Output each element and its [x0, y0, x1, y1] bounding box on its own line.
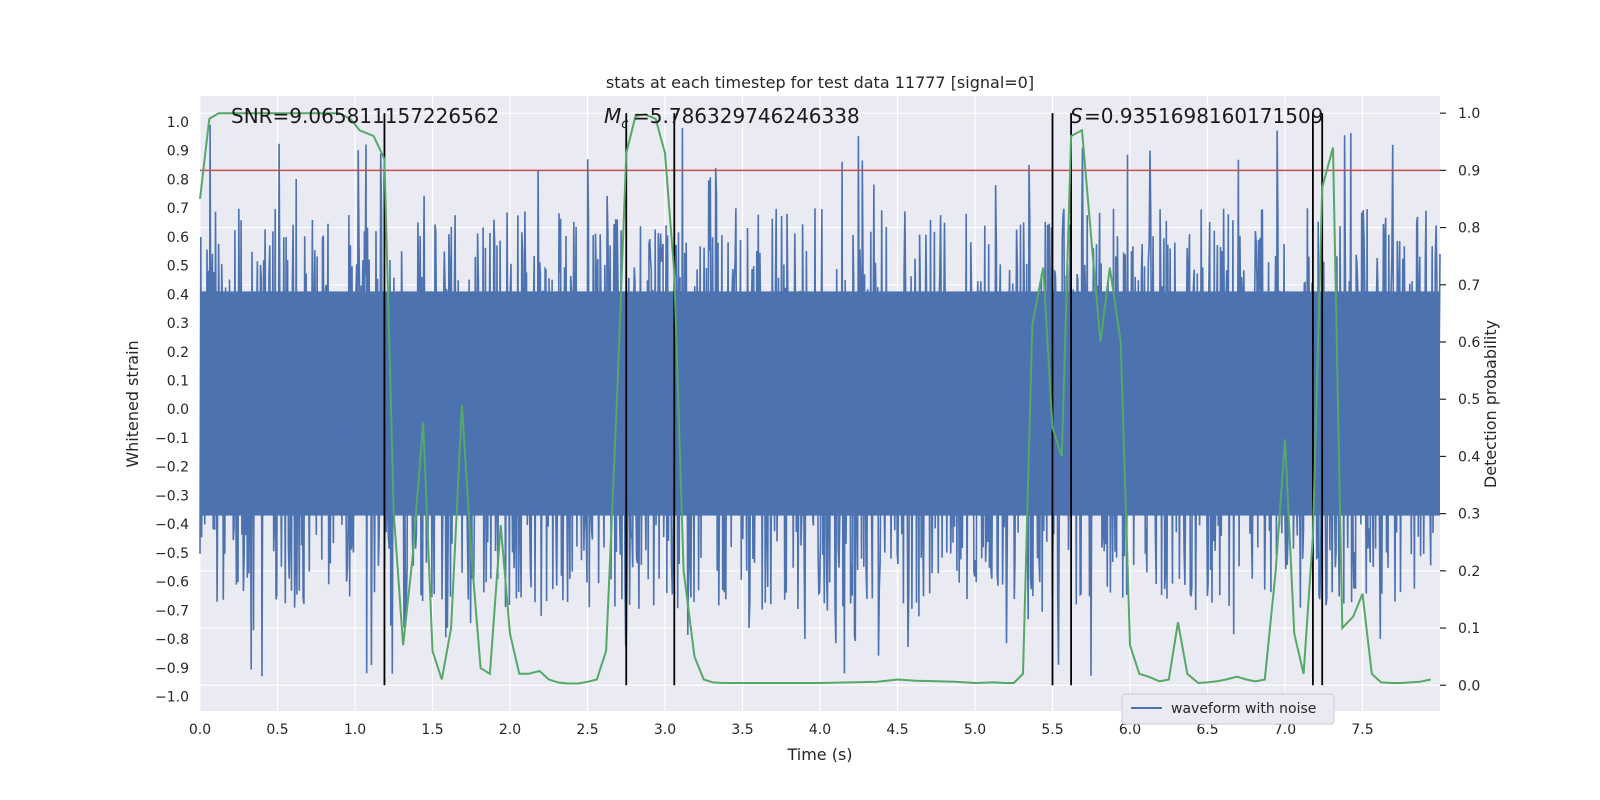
y-tick-label: −0.2 [155, 460, 189, 476]
y-tick-label: −0.8 [155, 632, 189, 648]
y-tick-label: 0.0 [167, 402, 189, 418]
x-tick-label: 0.5 [266, 722, 288, 738]
waveform-series [199, 124, 1441, 677]
x-tick-label: 3.0 [654, 722, 676, 738]
x-tick-label: 1.5 [421, 722, 443, 738]
x-axis-label: Time (s) [786, 745, 852, 764]
x-tick-label: 6.0 [1119, 722, 1141, 738]
y-tick-label: 0.2 [167, 345, 189, 361]
x-axis-ticks: 0.0 0.5 1.0 1.5 2.0 2.5 3.0 3.5 4.0 4.5 5.0 5.5 6.0 6… [189, 722, 1374, 738]
annotation-snr: SNR=9.065811157226562 [231, 104, 499, 128]
x-tick-label: 0.0 [189, 722, 211, 738]
y-tick-label: 0.1 [167, 374, 189, 390]
x-tick-label: 7.0 [1274, 722, 1296, 738]
x-tick-label: 5.0 [964, 722, 986, 738]
chart-title: stats at each timestep for test data 117… [606, 73, 1034, 92]
y-tick-label: 1.0 [167, 115, 189, 131]
x-tick-label: 1.0 [344, 722, 366, 738]
y-tick-label: −1.0 [155, 690, 189, 706]
x-tick-label: 2.5 [576, 722, 598, 738]
annotation-s-value: =0.9351698160171509 [1084, 104, 1323, 128]
x-tick-label: 5.5 [1041, 722, 1063, 738]
y-tick-label: 0.6 [167, 230, 189, 246]
y-tick-label: −0.3 [155, 488, 189, 504]
y-tick-label: −0.5 [155, 546, 189, 562]
y-tick-label: −0.6 [155, 575, 189, 591]
y2-tick-label: 0.9 [1458, 163, 1480, 179]
y2-tick-label: 0.8 [1458, 221, 1480, 237]
y-tick-label: 0.9 [167, 144, 189, 160]
y2-tick-label: 0.3 [1458, 507, 1480, 523]
detection-probability-line [199, 112, 1431, 685]
y-tick-label: 0.8 [167, 172, 189, 188]
y2-tick-label: 0.5 [1458, 392, 1480, 408]
annotation-mc-value: =5.786329746246338 [633, 104, 860, 128]
legend: waveform with noise [1121, 693, 1335, 725]
y2-axis-label: Detection probability [1481, 320, 1500, 488]
y-tick-label: 0.4 [167, 287, 189, 303]
x-tick-label: 6.5 [1196, 722, 1218, 738]
legend-box [1121, 693, 1335, 725]
waveform-line [199, 124, 1441, 677]
y-tick-label: −0.1 [155, 431, 189, 447]
y-tick-label: 0.7 [167, 201, 189, 217]
y-tick-label: −0.7 [155, 603, 189, 619]
annotation-mc: Mc =5.786329746246338 [604, 104, 860, 132]
legend-label: waveform with noise [1171, 701, 1316, 717]
y2-tick-label: 0.4 [1458, 449, 1480, 465]
y2-tick-label: 0.6 [1458, 335, 1480, 351]
x-tick-label: 2.0 [499, 722, 521, 738]
y2-tick-label: 0.7 [1458, 278, 1480, 294]
y2-tick-label: 0.2 [1458, 564, 1480, 580]
y-tick-label: 0.5 [167, 259, 189, 275]
y2-tick-label: 0.1 [1458, 621, 1480, 637]
annotation-s-symbol: S [1070, 104, 1083, 128]
y-tick-label: −0.9 [155, 661, 189, 677]
x-tick-label: 3.5 [731, 722, 753, 738]
y2-axis-ticks: 0.0 0.1 0.2 0.3 0.4 0.5 0.6 0.7 0.8 0.9 1.0 [1440, 106, 1480, 694]
y-axis-label: Whitened strain [123, 340, 142, 467]
y-axis-ticks: −1.0 −0.9 −0.8 −0.7 −0.6 −0.5 −0.4 −0.3 −0.2 −0.1… [155, 115, 189, 706]
y2-tick-label: 1.0 [1458, 106, 1480, 122]
x-tick-label: 7.5 [1351, 722, 1373, 738]
y2-tick-label: 0.0 [1458, 678, 1480, 694]
annotation-s: S =0.9351698160171509 [1070, 104, 1323, 128]
y-tick-label: 0.3 [167, 316, 189, 332]
x-tick-label: 4.5 [886, 722, 908, 738]
x-tick-label: 4.0 [809, 722, 831, 738]
y-tick-label: −0.4 [155, 517, 189, 533]
